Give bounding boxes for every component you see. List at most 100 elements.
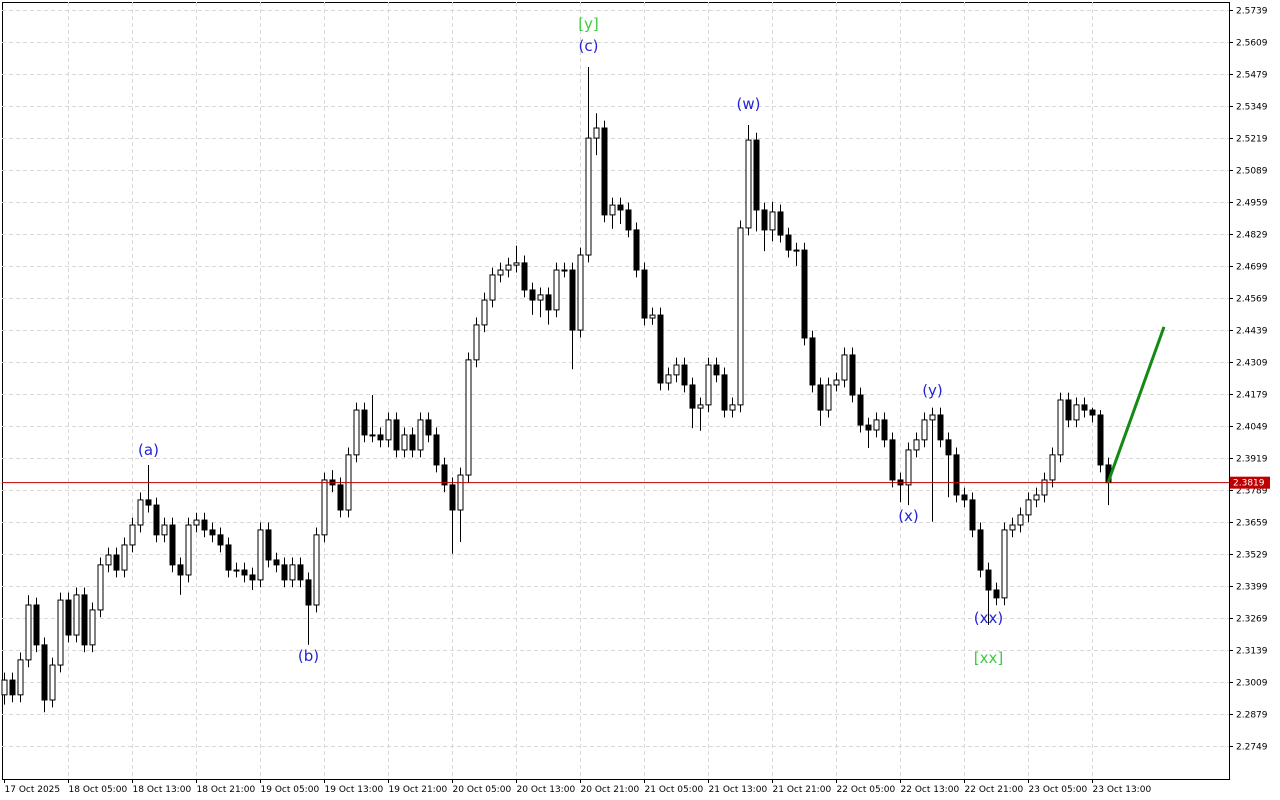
- candle-body: [481, 299, 488, 326]
- candle-body: [393, 419, 400, 451]
- candle-body: [1097, 414, 1104, 466]
- x-tick-label: 21 Oct 13:00: [709, 785, 768, 795]
- x-tick-label: 23 Oct 05:00: [1029, 785, 1088, 795]
- candle-body: [777, 211, 784, 236]
- x-tick-label: 21 Oct 05:00: [645, 785, 704, 795]
- plot-frame: [2, 2, 1230, 780]
- candle-body: [81, 594, 88, 646]
- candle-body: [377, 434, 384, 441]
- candle-body: [313, 534, 320, 606]
- candle-body: [617, 204, 624, 211]
- candle-body: [457, 474, 464, 511]
- x-tick-label: 23 Oct 13:00: [1093, 785, 1152, 795]
- y-tick-label: 2.5219: [1236, 135, 1268, 145]
- candle-body: [1041, 479, 1048, 496]
- x-tick-label: 17 Oct 2025: [5, 785, 61, 795]
- last-price-label: 2.3819: [1233, 479, 1265, 489]
- x-tick-label: 22 Oct 21:00: [965, 785, 1024, 795]
- y-tick-label: 2.4699: [1236, 263, 1268, 273]
- candle-body: [769, 211, 776, 231]
- candle-body: [593, 127, 600, 139]
- wave-label: [y]: [578, 15, 599, 33]
- candle-body: [913, 439, 920, 451]
- candle-body: [353, 409, 360, 456]
- candle-body: [993, 589, 1000, 599]
- candle-body: [257, 529, 264, 581]
- x-tick-label: 19 Oct 21:00: [389, 785, 448, 795]
- candle-body: [361, 409, 368, 436]
- x-tick-label: 18 Oct 13:00: [133, 785, 192, 795]
- y-tick-label: 2.3659: [1236, 519, 1268, 529]
- candle-body: [1065, 399, 1072, 421]
- candle-body: [57, 599, 64, 666]
- candle-body: [433, 434, 440, 466]
- candle-body: [465, 359, 472, 476]
- candle-body: [697, 404, 704, 409]
- candle-body: [417, 419, 424, 451]
- candle-body: [473, 324, 480, 361]
- candle-body: [97, 564, 104, 611]
- candle-body: [289, 564, 296, 581]
- candle-body: [585, 137, 592, 256]
- candle-body: [937, 414, 944, 441]
- candle-body: [793, 249, 800, 252]
- candle-body: [545, 294, 552, 311]
- candle-body: [945, 439, 952, 456]
- y-tick-label: 2.5089: [1236, 167, 1268, 177]
- candle-body: [745, 139, 752, 229]
- candle-body: [249, 574, 256, 581]
- candle-body: [105, 554, 112, 566]
- y-tick-label: 2.3919: [1236, 455, 1268, 465]
- candle-body: [265, 529, 272, 561]
- forecast-line: [1106, 326, 1166, 484]
- candle-body: [817, 384, 824, 411]
- candle-body: [161, 524, 168, 536]
- x-tick-label: 20 Oct 05:00: [453, 785, 512, 795]
- candle-body: [985, 569, 992, 591]
- y-tick-label: 2.4829: [1236, 231, 1268, 241]
- candle-body: [185, 524, 192, 576]
- candle-body: [17, 659, 24, 696]
- candle-body: [761, 209, 768, 231]
- x-tick-label: 18 Oct 21:00: [197, 785, 256, 795]
- candle-body: [337, 484, 344, 511]
- candle-body: [921, 419, 928, 441]
- wave-label: [xx]: [974, 649, 1003, 667]
- candle-body: [841, 354, 848, 381]
- candle-body: [961, 494, 968, 501]
- candle-body: [705, 364, 712, 406]
- wave-label: (x): [898, 507, 919, 525]
- wave-label: (a): [138, 441, 159, 459]
- candle-body: [801, 249, 808, 339]
- candle-body: [529, 289, 536, 301]
- candle-body: [441, 464, 448, 486]
- candle-body: [665, 374, 672, 384]
- candle-body: [217, 534, 224, 546]
- candle-body: [521, 262, 528, 291]
- wave-label: (w): [737, 95, 761, 113]
- candle-body: [633, 229, 640, 271]
- grid: [2, 2, 1229, 779]
- candle-body: [9, 679, 16, 696]
- candle-body: [865, 424, 872, 431]
- x-tick-label: 22 Oct 05:00: [837, 785, 896, 795]
- candle-body: [1057, 399, 1064, 456]
- x-tick-label: 19 Oct 05:00: [261, 785, 320, 795]
- y-tick-label: 2.5349: [1236, 103, 1268, 113]
- y-tick-label: 2.3009: [1236, 679, 1268, 689]
- candle-body: [577, 254, 584, 331]
- candle-body: [681, 364, 688, 386]
- candle-body: [721, 374, 728, 411]
- candle-body: [89, 609, 96, 646]
- candle-body: [297, 564, 304, 581]
- candle-body: [121, 544, 128, 571]
- candle-body: [729, 404, 736, 411]
- y-tick-label: 2.4309: [1236, 359, 1268, 369]
- candle-body: [49, 664, 56, 701]
- candle-body: [609, 204, 616, 216]
- candle-body: [953, 454, 960, 496]
- y-tick-label: 2.3529: [1236, 551, 1268, 561]
- y-tick-label: 2.3789: [1236, 487, 1268, 497]
- candle-body: [737, 227, 744, 406]
